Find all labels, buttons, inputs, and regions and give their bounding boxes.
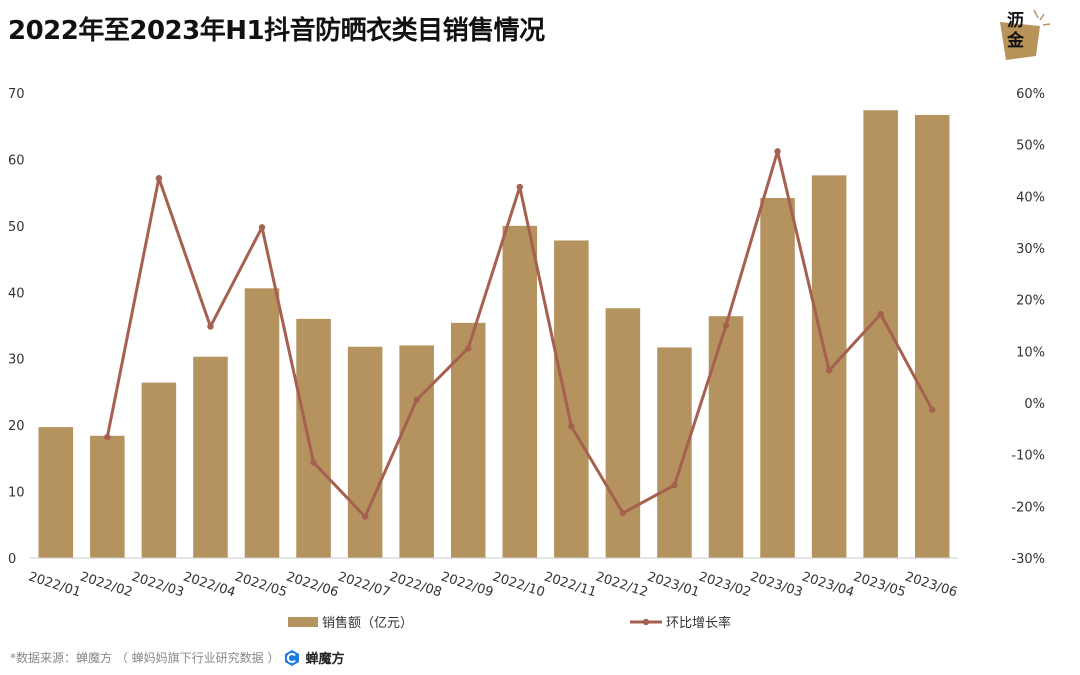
bar — [914, 114, 950, 559]
right-tick-label: 30% — [1016, 242, 1045, 257]
right-tick-label: 50% — [1016, 139, 1045, 154]
x-tick-label: 2022/08 — [387, 570, 443, 601]
x-tick-label: 2022/06 — [284, 570, 340, 601]
x-tick-label: 2023/01 — [645, 570, 701, 601]
x-tick-label: 2022/04 — [181, 570, 237, 601]
growth-point — [671, 481, 678, 489]
right-tick-label: -10% — [1011, 449, 1045, 464]
growth-point — [929, 406, 936, 413]
legend-bar-swatch — [288, 617, 318, 627]
growth-point — [104, 433, 111, 441]
x-tick-label: 2023/03 — [748, 570, 804, 601]
x-tick-label: 2023/02 — [697, 570, 753, 601]
bar — [296, 318, 331, 558]
growth-point — [722, 322, 730, 329]
right-tick-label: 40% — [1016, 190, 1045, 205]
growth-point — [361, 513, 369, 520]
growth-point — [413, 396, 420, 404]
legend-line-label: 环比增长率 — [666, 615, 731, 631]
bar — [502, 225, 538, 558]
growth-point — [825, 367, 833, 374]
bar — [760, 197, 795, 558]
x-tick-label: 2022/09 — [439, 570, 495, 601]
left-tick-label: 0 — [8, 552, 16, 567]
x-tick-label: 2022/11 — [542, 570, 598, 601]
right-tick-label: 20% — [1016, 294, 1045, 309]
lijin-logo: 沥 金 — [994, 4, 1056, 62]
chart-area: 0 10 20 30 40 50 60 70 -30% -20% -10% 0% 10% 20% 30% 4… — [8, 87, 1045, 631]
right-tick-label: 60% — [1016, 87, 1045, 102]
growth-point — [516, 183, 523, 191]
bar — [605, 308, 641, 558]
left-tick-label: 30 — [8, 353, 25, 368]
chanmofang-icon — [283, 649, 301, 667]
bar — [141, 382, 177, 558]
left-tick-label: 60 — [8, 153, 25, 168]
x-tick-label: 2022/02 — [78, 570, 134, 601]
growth-point — [877, 310, 884, 318]
x-tick-label: 2023/04 — [800, 570, 856, 601]
bar — [193, 356, 228, 558]
brand-name: 蝉魔方 — [305, 652, 345, 667]
right-tick-label: -30% — [1011, 552, 1045, 567]
bar-series — [38, 110, 950, 559]
logo-char-2: 金 — [1006, 30, 1025, 51]
right-axis: -30% -20% -10% 0% 10% 20% 30% 40% 50% 60% — [1011, 87, 1045, 567]
data-source: *数据来源：蝉魔方 （ 蝉妈妈旗下行业研究数据 ） — [10, 651, 280, 665]
growth-point — [155, 175, 163, 182]
bar — [657, 347, 692, 558]
bar — [554, 240, 589, 558]
bar — [244, 288, 280, 558]
right-tick-label: 0% — [1024, 397, 1045, 412]
growth-point — [258, 224, 266, 231]
left-tick-label: 20 — [8, 419, 25, 434]
bar — [38, 427, 74, 558]
footer: *数据来源：蝉魔方 （ 蝉妈妈旗下行业研究数据 ） 蝉魔方 — [10, 648, 344, 667]
left-tick-label: 70 — [8, 87, 25, 102]
right-tick-label: 10% — [1016, 345, 1045, 360]
growth-point — [568, 423, 575, 430]
x-tick-label: 2023/05 — [851, 570, 907, 601]
bar — [708, 316, 744, 558]
x-tick-label: 2023/06 — [903, 570, 959, 601]
x-tick-label: 2022/03 — [130, 570, 186, 601]
left-tick-label: 10 — [8, 486, 25, 501]
legend-line-marker — [642, 618, 650, 626]
line-series — [104, 148, 936, 520]
growth-point — [310, 459, 317, 466]
right-tick-label: -20% — [1011, 500, 1045, 515]
chart-title: 2022年至2023年H1抖音防晒衣类目销售情况 — [8, 16, 545, 46]
x-tick-label: 2022/07 — [336, 570, 392, 601]
bar — [90, 435, 125, 558]
x-tick-label: 2022/12 — [594, 570, 650, 601]
logo-shape — [1000, 22, 1040, 60]
growth-point — [619, 509, 627, 517]
bar — [347, 346, 383, 558]
left-tick-label: 40 — [8, 286, 25, 301]
legend-bar-label: 销售额（亿元） — [322, 615, 413, 631]
x-tick-label: 2022/05 — [233, 570, 289, 601]
x-tick-label: 2022/10 — [491, 570, 547, 601]
left-tick-label: 50 — [8, 220, 25, 235]
bar — [399, 345, 434, 558]
growth-point — [207, 323, 214, 330]
left-axis: 0 10 20 30 40 50 60 70 — [8, 87, 25, 567]
legend: 销售额（亿元） 环比增长率 — [288, 615, 731, 631]
x-tick-label: 2022/01 — [27, 570, 83, 601]
bar — [450, 322, 486, 558]
growth-point — [465, 345, 472, 352]
logo-char-1: 沥 — [1007, 11, 1024, 31]
growth-point — [774, 148, 781, 155]
x-axis-labels: 2022/012022/022022/032022/042022/052022/… — [27, 570, 959, 601]
